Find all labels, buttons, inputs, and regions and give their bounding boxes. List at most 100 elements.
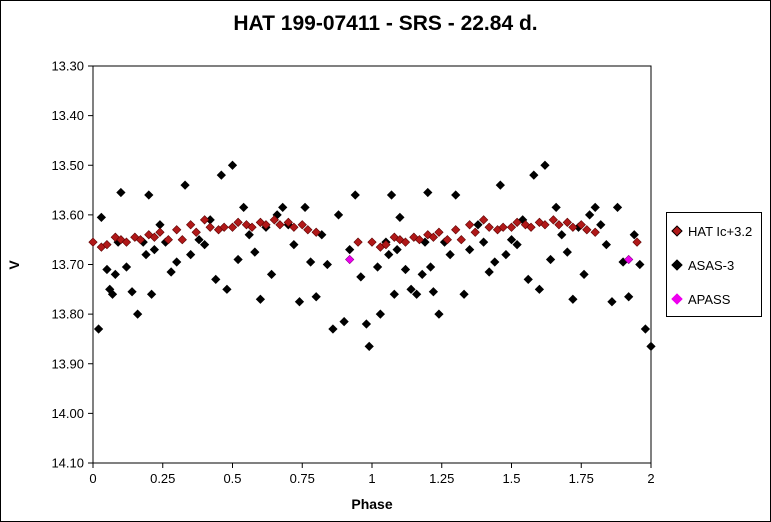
hat-point: [478, 215, 489, 225]
legend-marker-hat: [671, 225, 683, 237]
hat-point: [395, 235, 405, 245]
asas-point: [423, 187, 433, 198]
legend-marker-asas: [671, 259, 683, 271]
asas-point: [216, 170, 226, 180]
hat-point: [121, 237, 132, 247]
asas-point: [629, 230, 639, 240]
asas-point: [289, 240, 299, 250]
hat-point: [269, 215, 279, 225]
asas-point: [601, 240, 611, 250]
x-tick-label: 0.25: [150, 471, 175, 486]
asas-point: [512, 240, 522, 250]
asas-point: [568, 294, 578, 304]
hat-point: [428, 232, 439, 242]
hat-point: [548, 215, 558, 225]
hat-point: [303, 225, 313, 235]
asas-point: [311, 292, 321, 302]
asas-point: [96, 212, 106, 222]
asas-point: [635, 259, 645, 270]
hat-point: [582, 225, 592, 235]
asas-point: [244, 230, 254, 240]
hat-point: [554, 220, 564, 230]
asas-point: [233, 254, 243, 265]
asas-point: [389, 289, 399, 299]
asas-point: [495, 180, 505, 190]
asas-point: [428, 287, 439, 297]
hat-point: [186, 220, 196, 230]
hat-point: [283, 217, 293, 227]
x-tick-label: 1.75: [569, 471, 594, 486]
asas-point: [375, 309, 385, 319]
y-tick-label: 13.90: [51, 356, 84, 371]
asas-point: [121, 262, 132, 272]
hat-point: [135, 235, 146, 245]
y-tick-label: 13.50: [51, 158, 84, 173]
hat-point: [442, 235, 452, 245]
hat-point: [526, 222, 536, 232]
asas-point: [557, 230, 567, 240]
asas-point: [523, 274, 533, 285]
asas-point: [255, 294, 266, 304]
asas-point: [364, 341, 374, 352]
asas-point: [434, 309, 444, 319]
asas-point: [392, 244, 402, 255]
x-tick-label: 1: [368, 471, 375, 486]
asas-point: [93, 324, 104, 334]
asas-point: [294, 297, 305, 307]
x-tick-label: 1.25: [429, 471, 454, 486]
hat-point: [177, 235, 187, 245]
chart-title: HAT 199-07411 - SRS - 22.84 d.: [233, 12, 538, 35]
asas-point: [490, 257, 500, 267]
apass-point: [345, 254, 355, 265]
asas-point: [417, 269, 427, 280]
hat-point: [562, 217, 572, 227]
hat-point: [233, 217, 243, 227]
hat-point: [191, 227, 201, 237]
asas-point: [350, 190, 360, 200]
hat-point: [227, 222, 238, 232]
hat-point: [465, 220, 475, 230]
asas-point: [333, 210, 344, 220]
hat-point: [512, 217, 522, 227]
y-tick-label: 13.70: [51, 257, 84, 272]
x-tick-label: 0.5: [223, 471, 241, 486]
asas-point: [300, 202, 310, 213]
asas-point: [640, 324, 651, 334]
asas-point: [395, 212, 405, 222]
asas-point: [266, 269, 277, 280]
legend-item-apass: APASS: [671, 289, 730, 309]
hat-point: [484, 222, 494, 232]
asas-point: [211, 274, 221, 285]
hat-point: [149, 232, 160, 242]
hat-point: [102, 240, 112, 250]
asas-point: [278, 202, 288, 213]
hat-point: [381, 240, 391, 250]
hat-point: [470, 227, 480, 237]
hat-point: [247, 222, 257, 232]
asas-point: [305, 257, 316, 267]
asas-point: [166, 267, 176, 277]
asas-point: [227, 160, 238, 170]
asas-point: [451, 190, 461, 200]
asas-point: [180, 180, 190, 190]
x-tick-label: 1.5: [502, 471, 520, 486]
hat-point: [155, 227, 165, 237]
x-tick-label: 0: [89, 471, 96, 486]
asas-point: [250, 247, 260, 257]
x-tick-label: 0.75: [290, 471, 315, 486]
asas-point: [590, 202, 600, 213]
hat-point: [540, 220, 550, 230]
asas-point: [562, 247, 572, 257]
asas-point: [540, 160, 550, 170]
asas-point: [384, 249, 394, 260]
data-points: [88, 160, 656, 352]
hat-point: [297, 220, 307, 230]
asas-point: [328, 324, 338, 334]
hat-point: [576, 220, 586, 230]
hat-point: [520, 220, 531, 230]
asas-point: [473, 220, 483, 230]
y-axis-label: V: [6, 260, 22, 270]
asas-point: [596, 220, 606, 230]
hat-point: [414, 235, 425, 245]
